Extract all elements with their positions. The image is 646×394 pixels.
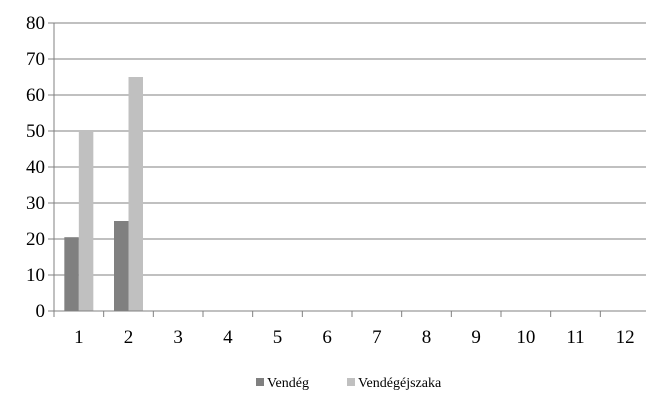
grid-layer xyxy=(54,22,646,276)
bar xyxy=(128,77,143,311)
y-tick-label: 50 xyxy=(26,121,45,142)
y-tick-label: 30 xyxy=(26,193,45,214)
x-tick-label: 11 xyxy=(566,327,584,348)
x-tick-label: 12 xyxy=(616,327,635,348)
legend: Vendég Vendégéjszaka xyxy=(256,376,442,391)
x-tick-label: 10 xyxy=(516,327,535,348)
axis-layer xyxy=(48,22,646,317)
x-tick-label: 5 xyxy=(273,327,283,348)
y-tick-label: 60 xyxy=(26,85,45,106)
y-tick-label: 0 xyxy=(36,301,46,322)
bar xyxy=(114,221,129,311)
bar xyxy=(78,131,94,311)
x-tick-label: 3 xyxy=(173,327,183,348)
x-tick-label: 9 xyxy=(471,327,481,348)
bars-layer xyxy=(64,77,143,311)
x-tick-label: 1 xyxy=(74,327,84,348)
x-tick-labels: 1 2 3 4 5 6 7 8 9 10 11 12 xyxy=(74,327,635,348)
y-tick-labels: 0 10 20 30 40 50 60 70 80 xyxy=(26,13,45,322)
x-tick-label: 8 xyxy=(422,327,432,348)
y-tick-label: 10 xyxy=(26,265,45,286)
x-tick-label: 7 xyxy=(372,327,382,348)
bar xyxy=(64,237,79,311)
y-tick-label: 70 xyxy=(26,49,45,70)
legend-label: Vendég xyxy=(267,376,309,391)
legend-label: Vendégéjszaka xyxy=(358,376,442,391)
x-tick-label: 4 xyxy=(223,327,233,348)
legend-swatch xyxy=(347,378,355,386)
y-tick-label: 80 xyxy=(26,13,45,34)
y-tick-label: 20 xyxy=(26,229,45,250)
legend-swatch xyxy=(256,378,264,386)
x-tick-label: 6 xyxy=(322,327,332,348)
x-tick-label: 2 xyxy=(124,327,134,348)
y-tick-label: 40 xyxy=(26,157,45,178)
